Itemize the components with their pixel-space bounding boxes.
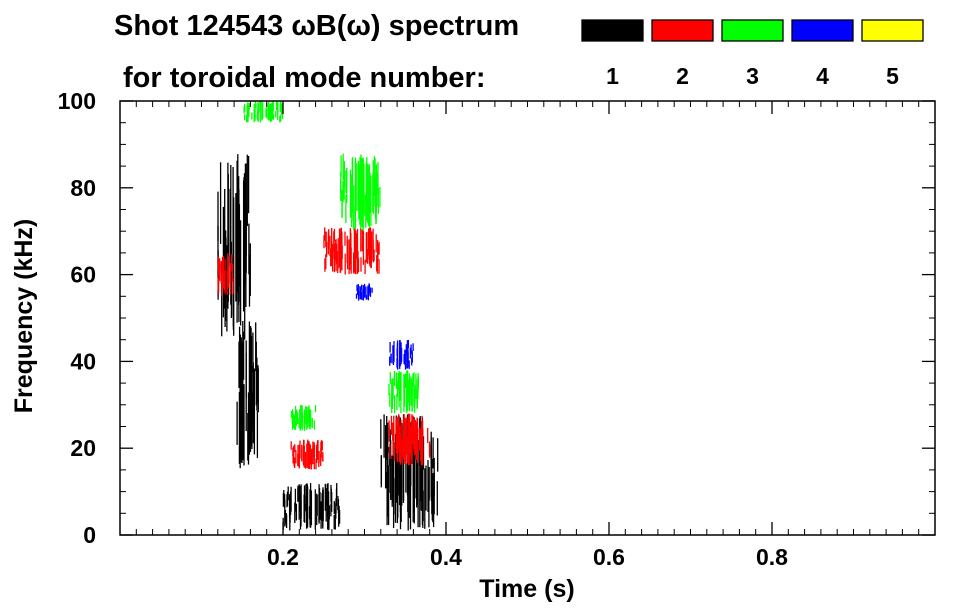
- legend-label-mode-4: 4: [816, 63, 829, 89]
- legend-swatch-mode-3: [721, 19, 784, 42]
- legend-label-mode-3: 3: [746, 63, 759, 89]
- axis-ticks: 0.2 0.4 0.6 0.8 0 20 40 60 80 100: [58, 88, 935, 570]
- x-tick-label: 0.8: [756, 544, 788, 570]
- legend-swatch-mode-2: [651, 19, 714, 42]
- x-axis-label: Time (s): [479, 575, 574, 603]
- y-tick-label: 60: [70, 262, 96, 288]
- plot-frame: [119, 100, 936, 536]
- plot-area: 0.2 0.4 0.6 0.8 0 20 40 60 80 100: [58, 88, 936, 570]
- legend-label-mode-1: 1: [606, 63, 619, 89]
- legend-label-mode-5: 5: [886, 63, 899, 89]
- x-tick-label: 0.2: [267, 544, 299, 570]
- legend-swatch-mode-1: [581, 19, 644, 42]
- y-tick-label: 40: [70, 348, 96, 374]
- legend-label-mode-2: 2: [676, 63, 689, 89]
- y-tick-label: 80: [70, 175, 96, 201]
- chart-title-line1: Shot 124543 ωB(ω) spectrum: [114, 10, 519, 42]
- legend: 1 2 3 4 5: [581, 19, 924, 89]
- x-tick-label: 0.4: [430, 544, 462, 570]
- y-tick-label: 20: [70, 435, 96, 461]
- legend-swatch-mode-5: [861, 19, 924, 42]
- chart-title-line2: for toroidal mode number:: [123, 62, 486, 94]
- y-tick-label: 100: [58, 88, 96, 114]
- y-axis-label: Frequency (kHz): [10, 219, 38, 413]
- x-tick-label: 0.6: [593, 544, 625, 570]
- y-tick-label: 0: [83, 522, 96, 548]
- legend-swatch-mode-4: [791, 19, 854, 42]
- spectral-marks: [217, 101, 439, 531]
